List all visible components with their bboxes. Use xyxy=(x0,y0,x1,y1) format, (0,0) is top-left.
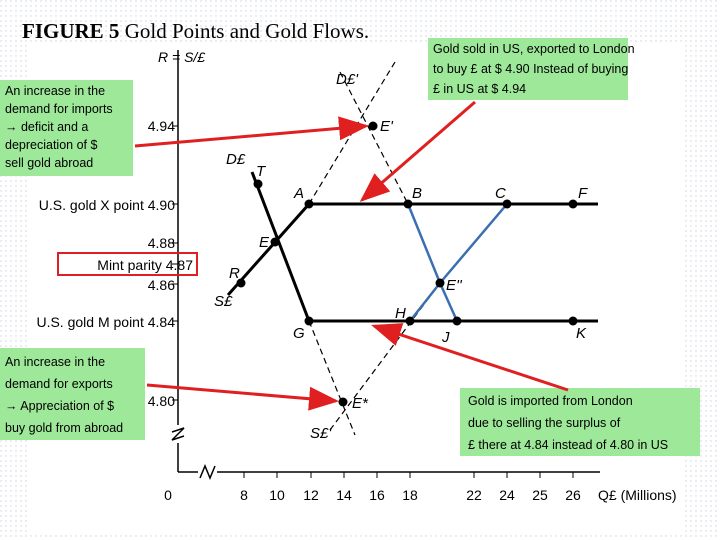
point-label: A xyxy=(293,185,304,202)
point-label: E' xyxy=(380,118,394,135)
callout-line: £ in US at $ 4.94 xyxy=(433,82,526,96)
mint-parity-box xyxy=(57,252,198,276)
y-axis-label: R = S/£ xyxy=(158,49,206,65)
point-label: E* xyxy=(352,395,369,412)
x-tick-label: 12 xyxy=(303,487,319,503)
title: FIGURE 5 Gold Points and Gold Flows. xyxy=(22,19,369,43)
point-label: R xyxy=(229,265,240,282)
callout-line: to buy £ at $ 4.90 Instead of buying xyxy=(433,62,628,76)
callout-box xyxy=(0,348,145,440)
x-tick-label: 24 xyxy=(499,487,515,503)
point-label: D£ xyxy=(226,151,246,168)
callout-line: £ there at 4.84 instead of 4.80 in US xyxy=(468,438,668,452)
callout-line: → Appreciation of $ xyxy=(5,399,114,413)
y-tick-label: 4.94 xyxy=(148,118,175,134)
point-label: S£ xyxy=(214,293,233,310)
callout-line: due to selling the surplus of xyxy=(468,416,621,430)
point-label: G xyxy=(293,325,305,342)
x-ticks: 0 8 10 12 14 16 18 22 24 25 26 xyxy=(164,487,581,503)
point-label: B xyxy=(412,185,422,202)
y-tick-label: Mint parity 4.87 xyxy=(97,257,193,273)
callout-line: Gold sold in US, exported to London xyxy=(433,42,635,56)
callout-line: An increase in the xyxy=(5,84,105,98)
callout-line: demand for imports xyxy=(5,102,113,116)
y-ticks: 4.94 U.S. gold X point 4.90 4.88 Mint pa… xyxy=(36,118,193,409)
axes xyxy=(171,50,600,480)
callout-box xyxy=(460,388,700,456)
x-tick-label: 0 xyxy=(164,487,172,503)
callout-line: → deficit and a xyxy=(5,120,88,134)
x-tick-label: 25 xyxy=(532,487,548,503)
callout-box xyxy=(0,80,133,176)
x-tick-label: 14 xyxy=(336,487,352,503)
callout-line: sell gold abroad xyxy=(5,156,93,170)
y-tick-label: 4.80 xyxy=(148,393,175,409)
callout-line: demand for exports xyxy=(5,377,113,391)
arrows xyxy=(134,100,569,411)
callout-line: An increase in the xyxy=(5,355,105,369)
points xyxy=(236,121,578,407)
y-tick-label: 4.88 xyxy=(148,235,175,251)
callout-box xyxy=(428,38,628,100)
point-label: E xyxy=(259,234,270,251)
point-label: J xyxy=(441,329,450,346)
x-tick-label: 26 xyxy=(565,487,581,503)
point-labels: D£' E' D£ T A B C F E R S£ E'' H G J K E… xyxy=(214,71,588,442)
point-label: S£' xyxy=(310,425,332,442)
callouts: An increase in the demand for imports → … xyxy=(0,38,700,456)
point-label: T xyxy=(256,163,267,180)
point-label: K xyxy=(576,325,587,342)
point-label: D£' xyxy=(336,71,359,88)
point-label: E'' xyxy=(446,277,463,294)
point-label: F xyxy=(578,185,588,202)
x-tick-label: 18 xyxy=(402,487,418,503)
y-tick-label: U.S. gold M point 4.84 xyxy=(36,314,175,330)
point-label: C xyxy=(495,185,506,202)
x-axis-label: Q£ (Millions) xyxy=(598,487,677,503)
x-tick-label: 8 xyxy=(240,487,248,503)
point-label: H xyxy=(395,305,406,322)
x-tick-label: 22 xyxy=(466,487,482,503)
x-tick-label: 16 xyxy=(369,487,385,503)
callout-line: depreciation of $ xyxy=(5,138,97,152)
callout-line: Gold is imported from London xyxy=(468,394,633,408)
callout-imports: An increase in the demand for imports → … xyxy=(5,84,113,170)
x-tick-label: 10 xyxy=(269,487,285,503)
callout-line: buy gold from abroad xyxy=(5,421,123,435)
y-tick-label: U.S. gold X point 4.90 xyxy=(39,197,175,213)
y-tick-label: 4.86 xyxy=(148,277,175,293)
